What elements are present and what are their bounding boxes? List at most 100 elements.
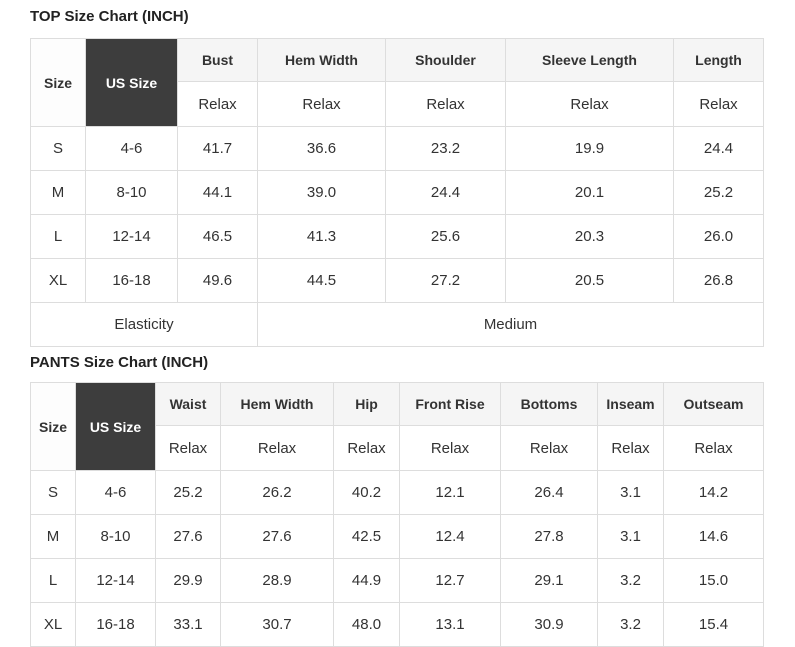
column-header-size: Size	[30, 38, 86, 127]
size-cell: M	[30, 170, 86, 215]
value-cell: 48.0	[333, 602, 400, 647]
value-cell: 20.3	[505, 214, 674, 259]
column-header-outseam: Outseam	[663, 382, 764, 426]
fit-cell: Relax	[257, 81, 386, 127]
size-cell: S	[30, 470, 76, 515]
column-header-front-rise: Front Rise	[399, 382, 501, 426]
column-header-inseam: Inseam	[597, 382, 664, 426]
value-cell: 49.6	[177, 258, 258, 303]
top-size-chart-table: Size US Size Bust Hem Width Shoulder Sle…	[30, 38, 764, 347]
measurement-header-row: Size US Size Bust Hem Width Shoulder Sle…	[30, 38, 764, 127]
column-header-bust: Bust	[177, 38, 258, 82]
value-cell: 25.6	[385, 214, 506, 259]
fit-cell: Relax	[385, 81, 506, 127]
value-cell: 39.0	[257, 170, 386, 215]
value-cell: 25.2	[155, 470, 221, 515]
column-header-waist: Waist	[155, 382, 221, 426]
size-cell: L	[30, 214, 86, 259]
fit-row: Relax Relax Relax Relax Relax Relax Rela…	[31, 425, 764, 471]
value-cell: 20.1	[505, 170, 674, 215]
value-cell: 3.1	[597, 470, 664, 515]
value-cell: 12.7	[399, 558, 501, 603]
fit-cell: Relax	[663, 425, 764, 471]
fit-cell: Relax	[399, 425, 501, 471]
value-cell: 44.1	[177, 170, 258, 215]
value-cell: 27.6	[220, 514, 334, 559]
fit-cell: Relax	[155, 425, 221, 471]
column-header-shoulder: Shoulder	[385, 38, 506, 82]
table-row: L 12-14 46.5 41.3 25.6 20.3 26.0	[30, 214, 764, 259]
value-cell: 24.4	[673, 126, 764, 171]
us-size-cell: 12-14	[85, 214, 178, 259]
value-cell: 3.1	[597, 514, 664, 559]
table-row: M 8-10 27.6 27.6 42.5 12.4 27.8 3.1 14.6	[30, 514, 764, 559]
value-cell: 27.2	[385, 258, 506, 303]
value-cell: 12.4	[399, 514, 501, 559]
value-cell: 33.1	[155, 602, 221, 647]
value-cell: 14.2	[663, 470, 764, 515]
size-cell: M	[30, 514, 76, 559]
pants-size-chart-table: Size US Size Waist Hem Width Hip Front R…	[30, 382, 764, 647]
value-cell: 26.0	[673, 214, 764, 259]
fit-cell: Relax	[500, 425, 598, 471]
us-size-cell: 4-6	[75, 470, 156, 515]
elasticity-row: Elasticity Medium	[30, 302, 764, 347]
value-cell: 41.7	[177, 126, 258, 171]
value-cell: 44.9	[333, 558, 400, 603]
column-header-bottoms: Bottoms	[500, 382, 598, 426]
fit-row: Relax Relax Relax Relax Relax	[31, 81, 764, 127]
value-cell: 13.1	[399, 602, 501, 647]
us-size-cell: 16-18	[75, 602, 156, 647]
value-cell: 3.2	[597, 558, 664, 603]
table-row: XL 16-18 49.6 44.5 27.2 20.5 26.8	[30, 258, 764, 303]
column-header-hem-width: Hem Width	[257, 38, 386, 82]
value-cell: 46.5	[177, 214, 258, 259]
fit-cell: Relax	[220, 425, 334, 471]
measurement-header-row: Size US Size Waist Hem Width Hip Front R…	[30, 382, 764, 471]
value-cell: 41.3	[257, 214, 386, 259]
column-header-us-size: US Size	[75, 382, 156, 471]
value-cell: 12.1	[399, 470, 501, 515]
value-cell: 40.2	[333, 470, 400, 515]
column-header-hip: Hip	[333, 382, 400, 426]
value-cell: 19.9	[505, 126, 674, 171]
value-cell: 3.2	[597, 602, 664, 647]
value-cell: 23.2	[385, 126, 506, 171]
value-cell: 28.9	[220, 558, 334, 603]
elasticity-label: Elasticity	[30, 302, 258, 347]
fit-cell: Relax	[505, 81, 674, 127]
us-size-cell: 4-6	[85, 126, 178, 171]
value-cell: 26.8	[673, 258, 764, 303]
value-cell: 27.6	[155, 514, 221, 559]
value-cell: 30.9	[500, 602, 598, 647]
size-cell: XL	[30, 258, 86, 303]
value-cell: 25.2	[673, 170, 764, 215]
pants-chart-title: PANTS Size Chart (INCH)	[30, 354, 209, 371]
value-cell: 29.1	[500, 558, 598, 603]
column-header-length: Length	[673, 38, 764, 82]
table-row: S 4-6 25.2 26.2 40.2 12.1 26.4 3.1 14.2	[30, 470, 764, 515]
value-cell: 30.7	[220, 602, 334, 647]
fit-cell: Relax	[333, 425, 400, 471]
value-cell: 15.4	[663, 602, 764, 647]
size-cell: S	[30, 126, 86, 171]
fit-cell: Relax	[673, 81, 764, 127]
table-row: S 4-6 41.7 36.6 23.2 19.9 24.4	[30, 126, 764, 171]
table-row: M 8-10 44.1 39.0 24.4 20.1 25.2	[30, 170, 764, 215]
table-row: L 12-14 29.9 28.9 44.9 12.7 29.1 3.2 15.…	[30, 558, 764, 603]
value-cell: 29.9	[155, 558, 221, 603]
fit-cell: Relax	[177, 81, 258, 127]
column-header-sleeve-length: Sleeve Length	[505, 38, 674, 82]
value-cell: 42.5	[333, 514, 400, 559]
fit-cell: Relax	[597, 425, 664, 471]
us-size-cell: 8-10	[85, 170, 178, 215]
value-cell: 36.6	[257, 126, 386, 171]
value-cell: 26.4	[500, 470, 598, 515]
elasticity-value: Medium	[257, 302, 764, 347]
value-cell: 24.4	[385, 170, 506, 215]
value-cell: 26.2	[220, 470, 334, 515]
column-header-size: Size	[30, 382, 76, 471]
table-row: XL 16-18 33.1 30.7 48.0 13.1 30.9 3.2 15…	[30, 602, 764, 647]
column-header-us-size: US Size	[85, 38, 178, 127]
value-cell: 20.5	[505, 258, 674, 303]
